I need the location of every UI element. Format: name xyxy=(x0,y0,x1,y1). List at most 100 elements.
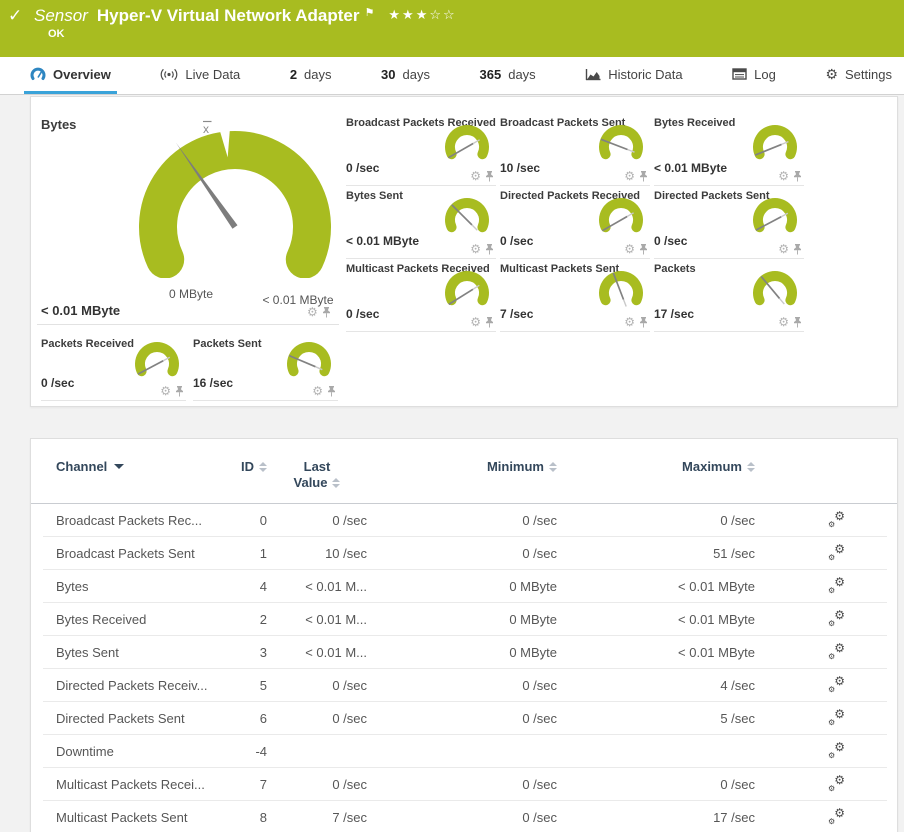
table-row-multicast-packets-sent[interactable]: Multicast Packets Sent 8 7 /sec 0 /sec 1… xyxy=(43,801,887,832)
gauge-icon xyxy=(30,67,46,81)
cell-channel: Bytes xyxy=(56,578,89,594)
cell-maximum: 5 /sec xyxy=(720,710,755,726)
gear-icon[interactable]: ⚙ xyxy=(778,242,789,256)
tab-live-data[interactable]: Live Data xyxy=(154,57,246,94)
sort-arrows-icon xyxy=(747,461,755,472)
star-icon[interactable]: ★ xyxy=(388,7,403,22)
tab-label: Settings xyxy=(844,66,892,82)
pin-icon[interactable] xyxy=(639,171,648,182)
sort-arrows-icon xyxy=(549,461,557,472)
star-icon[interactable]: ☆ xyxy=(443,7,457,22)
cell-minimum: 0 /sec xyxy=(522,677,557,693)
pin-icon[interactable] xyxy=(793,244,802,255)
channels-table-panel: Channel ID Last Value Minimum Maximum Br… xyxy=(30,438,898,832)
table-row-multicast-packets-recei[interactable]: Multicast Packets Recei... 7 0 /sec 0 /s… xyxy=(43,768,887,801)
column-header-maximum[interactable]: Maximum xyxy=(557,459,755,474)
table-row-broadcast-packets-sent[interactable]: Broadcast Packets Sent 1 10 /sec 0 /sec … xyxy=(43,537,887,570)
priority-stars[interactable]: ★★★☆☆ xyxy=(388,7,456,22)
pin-icon[interactable] xyxy=(327,386,336,397)
cell-id: 6 xyxy=(259,710,267,726)
pin-icon[interactable] xyxy=(322,307,331,318)
cell-last-value: 0 /sec xyxy=(332,710,367,726)
pin-icon[interactable] xyxy=(175,386,184,397)
column-header-last-value[interactable]: Last Value xyxy=(267,459,367,491)
pin-icon[interactable] xyxy=(793,171,802,182)
tab-30-days[interactable]: 30 days xyxy=(375,57,436,94)
pin-icon[interactable] xyxy=(485,171,494,182)
flag-icon[interactable]: ⚑ xyxy=(364,7,375,19)
tab-2-days[interactable]: 2 days xyxy=(284,57,338,94)
cell-maximum: < 0.01 MByte xyxy=(678,578,755,594)
channel-settings-icon[interactable]: ⚙ ⚙ xyxy=(828,805,845,826)
channel-settings-icon[interactable]: ⚙ ⚙ xyxy=(828,739,845,760)
gauge-dial: x xyxy=(113,113,353,279)
pin-icon[interactable] xyxy=(485,244,494,255)
gauge-title: Packets xyxy=(654,263,696,275)
cell-minimum: 0 /sec xyxy=(522,710,557,726)
gauge-tile-packets-received: Packets Received 0 /sec ⚙ xyxy=(41,334,186,401)
tab-settings[interactable]: ⚙ Settings xyxy=(819,57,898,94)
gear-icon[interactable]: ⚙ xyxy=(778,315,789,329)
column-header-channel[interactable]: Channel xyxy=(56,459,231,474)
gauge-title: Broadcast Packets Received xyxy=(346,117,496,129)
table-row-directed-packets-sent[interactable]: Directed Packets Sent 6 0 /sec 0 /sec 5 … xyxy=(43,702,887,735)
column-header-minimum[interactable]: Minimum xyxy=(367,459,557,474)
gear-icon[interactable]: ⚙ xyxy=(160,384,171,398)
tab-label: days xyxy=(508,66,536,82)
gear-icon[interactable]: ⚙ xyxy=(307,305,318,319)
pin-icon[interactable] xyxy=(639,244,648,255)
pin-icon[interactable] xyxy=(485,317,494,328)
cell-channel: Directed Packets Receiv... xyxy=(56,677,208,693)
channel-settings-icon[interactable]: ⚙ ⚙ xyxy=(828,607,845,628)
cell-minimum: 0 MByte xyxy=(509,644,557,660)
gauge-dial xyxy=(280,338,338,388)
mini-gauge-grid: Broadcast Packets Received 0 /sec ⚙ Broa… xyxy=(346,113,804,332)
gear-icon[interactable]: ⚙ xyxy=(470,242,481,256)
mini-gauge-bottom-row: Packets Received 0 /sec ⚙ Packets Sent 1… xyxy=(41,334,338,401)
tab-log[interactable]: Log xyxy=(726,57,782,94)
star-icon[interactable]: ☆ xyxy=(429,7,443,22)
table-row-bytes-received[interactable]: Bytes Received 2 < 0.01 M... 0 MByte < 0… xyxy=(43,603,887,636)
table-row-directed-packets-receiv[interactable]: Directed Packets Receiv... 5 0 /sec 0 /s… xyxy=(43,669,887,702)
gauge-dial xyxy=(128,338,186,388)
gear-icon[interactable]: ⚙ xyxy=(624,315,635,329)
tab-number: 365 xyxy=(479,66,502,82)
cell-channel: Bytes Sent xyxy=(56,644,119,660)
table-row-downtime[interactable]: Downtime -4 ⚙ ⚙ xyxy=(43,735,887,768)
channel-settings-icon[interactable]: ⚙ ⚙ xyxy=(828,574,845,595)
gauge-tile-directed-packets-sent: Directed Packets Sent 0 /sec ⚙ xyxy=(654,186,804,259)
table-row-bytes-sent[interactable]: Bytes Sent 3 < 0.01 M... 0 MByte < 0.01 … xyxy=(43,636,887,669)
tab-365-days[interactable]: 365 days xyxy=(474,57,542,94)
gauge-dial xyxy=(746,267,804,317)
cell-id: 5 xyxy=(259,677,267,693)
pin-icon[interactable] xyxy=(639,317,648,328)
gear-icon[interactable]: ⚙ xyxy=(312,384,323,398)
channel-settings-icon[interactable]: ⚙ ⚙ xyxy=(828,640,845,661)
cell-id: 1 xyxy=(259,545,267,561)
column-header-id[interactable]: ID xyxy=(231,459,267,474)
gauge-scale-min: 0 MByte xyxy=(168,287,213,301)
channel-settings-icon[interactable]: ⚙ ⚙ xyxy=(828,706,845,727)
table-row-broadcast-packets-rec[interactable]: Broadcast Packets Rec... 0 0 /sec 0 /sec… xyxy=(43,504,887,537)
gear-icon[interactable]: ⚙ xyxy=(624,169,635,183)
channel-settings-icon[interactable]: ⚙ ⚙ xyxy=(828,541,845,562)
pin-icon[interactable] xyxy=(793,317,802,328)
table-row-bytes[interactable]: Bytes 4 < 0.01 M... 0 MByte < 0.01 MByte… xyxy=(43,570,887,603)
sensor-title-line: Sensor Hyper-V Virtual Network Adapter ⚑ ★★… xyxy=(34,6,457,26)
cell-maximum: 0 /sec xyxy=(720,776,755,792)
gear-icon[interactable]: ⚙ xyxy=(470,169,481,183)
gear-icon[interactable]: ⚙ xyxy=(624,242,635,256)
tab-overview[interactable]: Overview xyxy=(24,57,117,94)
live-icon xyxy=(160,68,178,81)
channel-settings-icon[interactable]: ⚙ ⚙ xyxy=(828,772,845,793)
channel-settings-icon[interactable]: ⚙ ⚙ xyxy=(828,673,845,694)
cell-id: 2 xyxy=(259,611,267,627)
star-icon[interactable]: ★ xyxy=(402,7,416,22)
tab-number: 30 xyxy=(381,66,396,82)
gear-icon[interactable]: ⚙ xyxy=(470,315,481,329)
star-icon[interactable]: ★ xyxy=(415,7,430,22)
channel-settings-icon[interactable]: ⚙ ⚙ xyxy=(828,508,845,529)
tab-historic-data[interactable]: Historic Data xyxy=(579,57,688,94)
tab-label: Log xyxy=(754,66,776,82)
gear-icon[interactable]: ⚙ xyxy=(778,169,789,183)
